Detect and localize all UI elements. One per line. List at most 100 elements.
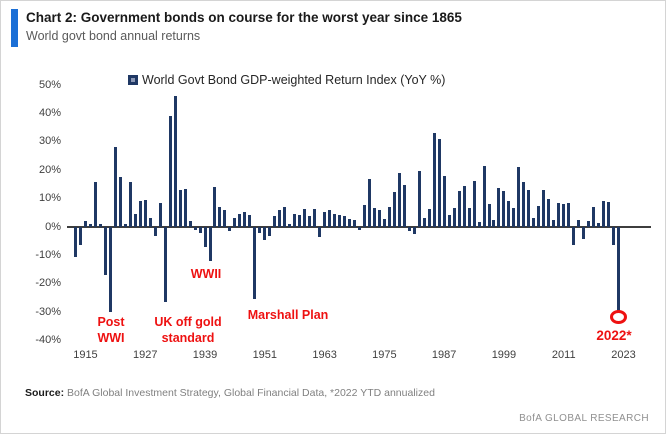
bar-1978 xyxy=(397,172,401,227)
bar-1941 xyxy=(213,187,217,227)
x-tick-label: 2023 xyxy=(611,349,636,361)
bar-2006 xyxy=(537,206,541,227)
bar-1953 xyxy=(273,216,277,227)
bar-1994 xyxy=(477,221,481,227)
bar-1967 xyxy=(343,216,347,227)
bar-1985 xyxy=(432,133,436,227)
bar-1940 xyxy=(208,227,212,262)
bar-2016 xyxy=(587,221,591,227)
bar-1958 xyxy=(298,215,302,227)
bar-1976 xyxy=(387,207,391,227)
bar-1983 xyxy=(422,217,426,227)
bar-1950 xyxy=(258,227,262,233)
bar-1989 xyxy=(452,207,456,227)
bar-1932 xyxy=(168,116,172,227)
bar-1997 xyxy=(492,219,496,227)
bar-2007 xyxy=(542,190,546,227)
legend-marker-inner xyxy=(131,78,135,82)
title-accent-bar xyxy=(11,9,18,47)
bar-1986 xyxy=(437,138,441,227)
y-tick-label: -20% xyxy=(35,277,61,290)
y-tick-label: -40% xyxy=(35,334,61,347)
bar-1961 xyxy=(313,208,317,227)
bar-1936 xyxy=(188,221,192,227)
bar-2020 xyxy=(607,202,611,227)
bar-1998 xyxy=(497,188,501,227)
source-label: Source: xyxy=(25,387,65,399)
highlight-circle-2022 xyxy=(610,310,627,324)
bar-1977 xyxy=(392,192,396,227)
bar-2011 xyxy=(562,204,566,227)
bar-1947 xyxy=(243,211,247,227)
x-tick-label: 1975 xyxy=(372,349,397,361)
bar-1935 xyxy=(183,188,187,227)
bar-1963 xyxy=(323,211,327,227)
bar-1916 xyxy=(88,224,92,227)
bar-1975 xyxy=(382,218,386,227)
bar-1960 xyxy=(308,216,312,227)
brand-footer: BofA GLOBAL RESEARCH xyxy=(519,413,649,424)
bar-2021 xyxy=(612,227,616,246)
bar-1979 xyxy=(402,185,406,227)
bar-1995 xyxy=(482,165,486,227)
bar-2013 xyxy=(572,227,576,246)
y-tick-label: 30% xyxy=(38,135,61,148)
bar-1927 xyxy=(143,200,147,227)
chart-title: Chart 2: Government bonds on course for … xyxy=(26,10,462,25)
bar-1991 xyxy=(462,185,466,227)
y-tick-label: 50% xyxy=(38,78,61,91)
y-tick-label: 20% xyxy=(38,163,61,176)
chart-subtitle: World govt bond annual returns xyxy=(26,29,201,43)
bar-1934 xyxy=(178,190,182,227)
bar-1921 xyxy=(113,147,117,227)
bar-1954 xyxy=(278,210,282,227)
x-tick-label: 1999 xyxy=(491,349,517,361)
bar-1926 xyxy=(138,201,142,227)
bar-1956 xyxy=(288,224,292,227)
bar-1925 xyxy=(133,214,137,227)
bar-2018 xyxy=(597,222,601,227)
bar-1939 xyxy=(203,227,207,247)
annotation-wwii: WWII xyxy=(190,267,222,281)
bar-2022 xyxy=(617,227,621,311)
bar-1970 xyxy=(357,227,361,230)
bar-1938 xyxy=(198,227,202,233)
annotation-post-wwi: Post WWI xyxy=(97,315,125,345)
bar-1951 xyxy=(263,227,267,241)
bar-1982 xyxy=(417,171,421,227)
bar-2003 xyxy=(522,182,526,227)
bar-2000 xyxy=(507,200,511,227)
bar-1946 xyxy=(238,213,242,227)
bar-1962 xyxy=(318,227,322,238)
bar-1969 xyxy=(352,219,356,227)
y-tick-label: -30% xyxy=(35,305,61,318)
bar-1923 xyxy=(123,224,127,227)
x-tick-label: 1987 xyxy=(431,349,457,361)
bar-2019 xyxy=(602,201,606,227)
annotation-year-2022: 2022* xyxy=(596,328,632,343)
bar-2017 xyxy=(592,207,596,227)
bar-2012 xyxy=(567,203,571,227)
bar-1928 xyxy=(148,218,152,227)
bar-1981 xyxy=(412,227,416,235)
bar-1993 xyxy=(472,181,476,227)
x-tick-label: 1939 xyxy=(192,349,218,361)
bar-1919 xyxy=(103,227,107,276)
bar-1922 xyxy=(118,177,122,227)
bar-1917 xyxy=(93,181,97,227)
bar-1999 xyxy=(502,190,506,227)
bar-1984 xyxy=(427,209,431,227)
bar-1965 xyxy=(333,213,337,227)
bar-1929 xyxy=(153,227,157,236)
bar-1942 xyxy=(218,207,222,227)
bar-2014 xyxy=(577,220,581,227)
bar-1959 xyxy=(303,208,307,227)
bar-1966 xyxy=(338,215,342,227)
bar-1918 xyxy=(98,224,102,227)
bar-1988 xyxy=(447,215,451,227)
bar-1915 xyxy=(83,221,87,227)
x-tick-label: 2011 xyxy=(551,349,576,361)
bar-1924 xyxy=(128,181,132,227)
bar-2005 xyxy=(532,217,536,227)
